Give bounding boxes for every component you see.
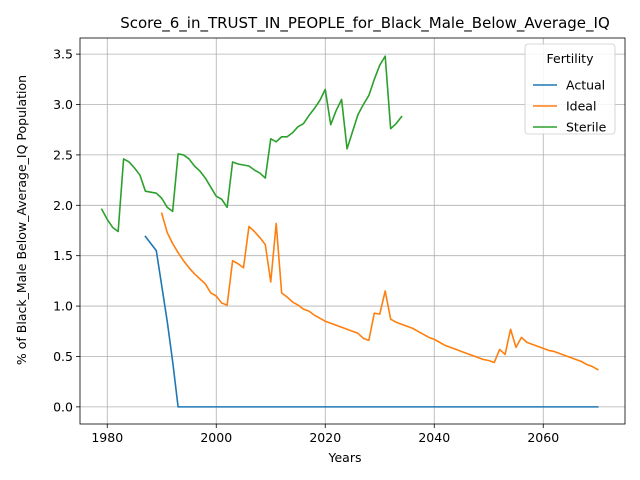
chart-title: Score_6_in_TRUST_IN_PEOPLE_for_Black_Mal… [120, 14, 610, 33]
x-tick-label: 2020 [309, 430, 341, 445]
legend-box [524, 43, 616, 135]
legend-label-actual: Actual [566, 78, 605, 93]
x-tick-label: 2000 [200, 430, 232, 445]
legend-title: Fertility [547, 51, 595, 66]
y-tick-label: 2.5 [53, 147, 73, 162]
x-axis-label: Years [328, 450, 362, 465]
x-tick-label: 1980 [91, 430, 123, 445]
y-tick-label: 0.0 [53, 399, 73, 414]
y-tick-label: 1.0 [53, 299, 73, 314]
x-tick-label: 2040 [418, 430, 450, 445]
series-line-sterile [100, 55, 403, 233]
y-tick-label: 3.0 [53, 97, 73, 112]
plot-frame [79, 37, 626, 425]
series-line-actual [144, 235, 599, 408]
y-tick-label: 1.5 [53, 248, 73, 263]
legend-label-sterile: Sterile [566, 120, 607, 135]
series-line-ideal [160, 212, 599, 371]
y-tick-label: 2.0 [53, 198, 73, 213]
ticks: 1980 2000 2020 2040 2060 0.0 0.5 1.0 1.5 2.0 2.5 3.… [53, 47, 559, 445]
grid [80, 38, 625, 424]
legend-label-ideal: Ideal [566, 99, 596, 114]
legend: Fertility Actual Ideal Sterile [524, 43, 616, 135]
series-layer [100, 55, 599, 408]
y-tick-label: 3.5 [53, 47, 73, 62]
y-axis-label: % of Black_Male Below_Average_IQ Populat… [14, 75, 29, 365]
y-tick-label: 0.5 [53, 349, 73, 364]
x-tick-label: 2060 [527, 430, 559, 445]
